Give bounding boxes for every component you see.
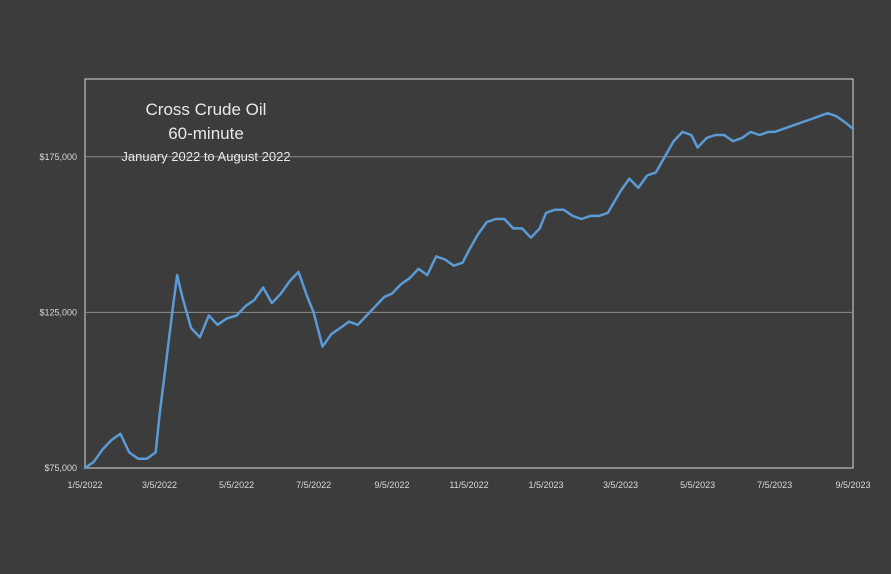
x-tick-label: 3/5/2023 — [603, 480, 638, 490]
series-line — [83, 111, 855, 470]
x-axis-ticks: 1/5/2022 3/5/2022 5/5/2022 7/5/2022 9/5/2022… — [67, 480, 870, 490]
chart-date-range: January 2022 to August 2022 — [121, 149, 290, 164]
y-tick-label: $75,000 — [44, 463, 77, 473]
x-tick-label: 9/5/2023 — [835, 480, 870, 490]
chart-title: Cross Crude Oil — [146, 100, 267, 119]
series-layer — [83, 111, 855, 470]
x-tick-label: 1/5/2022 — [67, 480, 102, 490]
y-axis-ticks: $75,000 $125,000 $175,000 — [39, 152, 77, 473]
x-tick-label: 3/5/2022 — [142, 480, 177, 490]
chart-subtitle: 60-minute — [168, 124, 244, 143]
x-tick-label: 7/5/2023 — [757, 480, 792, 490]
x-tick-label: 11/5/2022 — [449, 480, 488, 490]
grid-lines — [85, 156, 853, 313]
plot-area-border — [84, 78, 854, 469]
x-tick-label: 7/5/2022 — [296, 480, 331, 490]
x-tick-label: 9/5/2022 — [374, 480, 409, 490]
y-tick-label: $175,000 — [39, 152, 77, 162]
x-tick-label: 5/5/2022 — [219, 480, 254, 490]
x-tick-label: 1/5/2023 — [529, 480, 564, 490]
x-tick-label: 5/5/2023 — [680, 480, 715, 490]
y-tick-label: $125,000 — [39, 307, 77, 317]
